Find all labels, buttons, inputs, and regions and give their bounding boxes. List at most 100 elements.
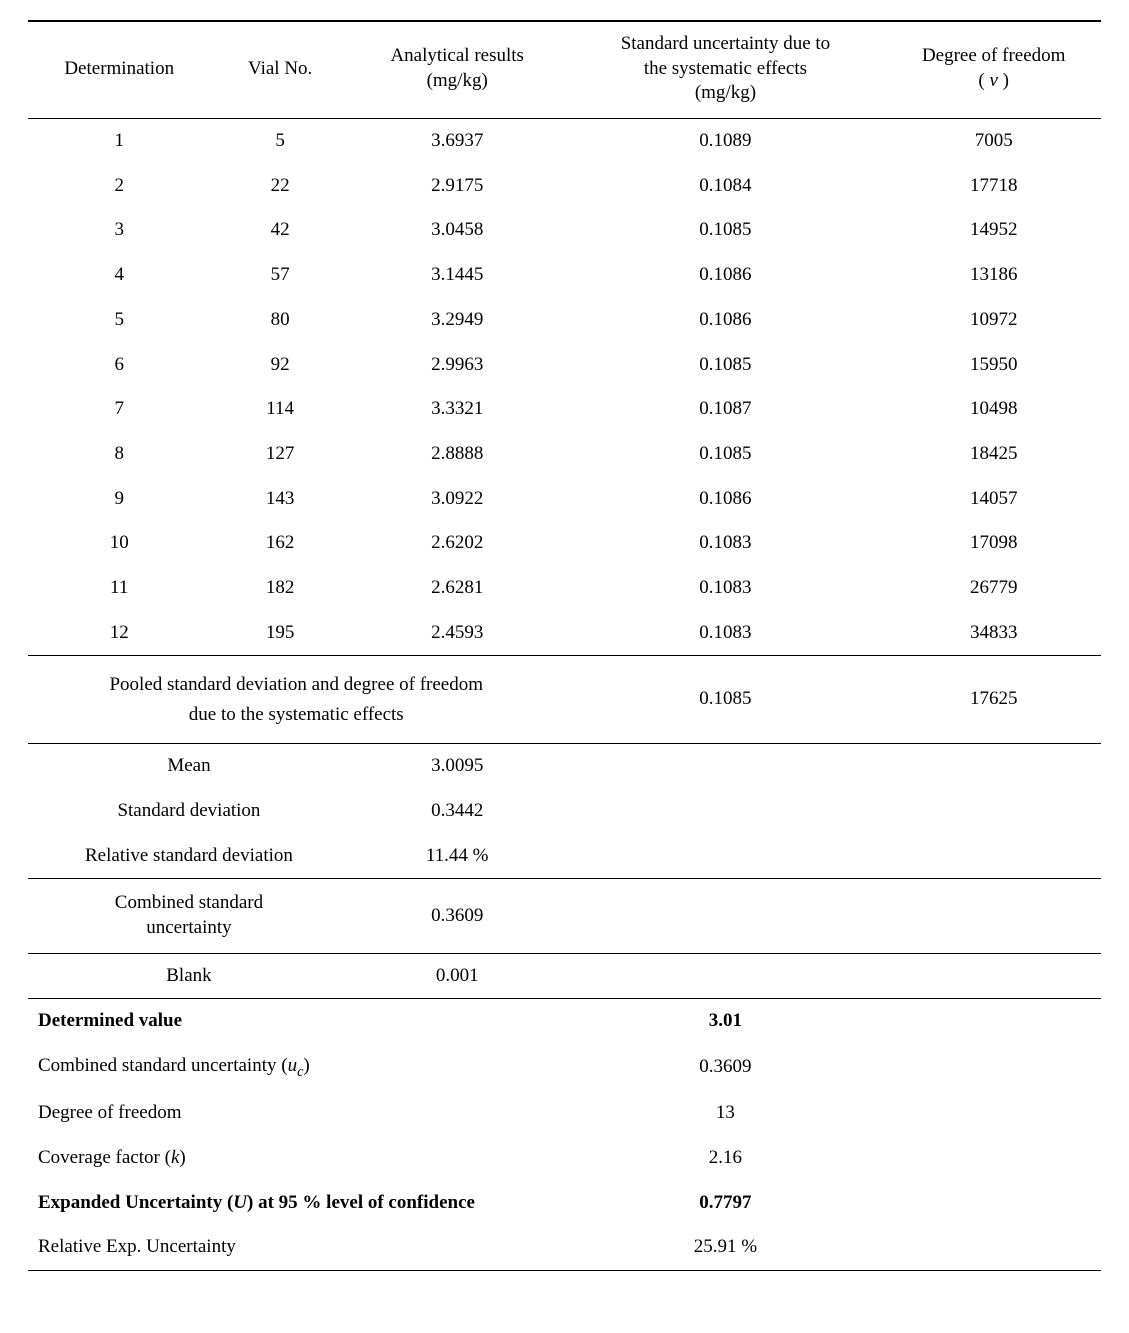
pooled-label-l1: Pooled standard deviation and degree of …: [109, 674, 483, 695]
cell-det: 4: [28, 253, 210, 298]
cell-result: 2.9963: [350, 343, 565, 388]
summary-dof-row: Degree of freedom 13: [28, 1091, 1101, 1136]
cell-unc: 0.1083: [564, 566, 886, 611]
pooled-row: Pooled standard deviation and degree of …: [28, 656, 1101, 744]
summary-eu-row: Expanded Uncertainty (U) at 95 % level o…: [28, 1181, 1101, 1226]
cell-vial: 195: [210, 611, 349, 656]
cell-det: 9: [28, 477, 210, 522]
pooled-unc: 0.1085: [564, 656, 886, 744]
cell-result: 3.6937: [350, 119, 565, 164]
determined-value-row: Determined value 3.01: [28, 999, 1101, 1044]
pooled-label-l2: due to the systematic effects: [189, 704, 404, 725]
cell-vial: 162: [210, 521, 349, 566]
cell-dof: 26779: [886, 566, 1101, 611]
blank-row: Blank 0.001: [28, 953, 1101, 999]
cell-det: 12: [28, 611, 210, 656]
col-std-unc-l1: Standard uncertainty due to: [621, 33, 830, 54]
summary-dof-label: Degree of freedom: [28, 1091, 564, 1136]
cell-result: 3.1445: [350, 253, 565, 298]
summary-dof-value: 13: [564, 1091, 886, 1136]
blank-label: Blank: [28, 953, 350, 999]
mean-label: Mean: [28, 744, 350, 789]
csu-label: Combined standard uncertainty: [28, 879, 350, 953]
csu-label-l2: uncertainty: [146, 917, 231, 938]
col-analytical-results: Analytical results (mg/kg): [350, 21, 565, 119]
cell-det: 6: [28, 343, 210, 388]
cell-vial: 22: [210, 164, 349, 209]
summary-csu-label: Combined standard uncertainty (uc): [28, 1044, 564, 1091]
table-header: Determination Vial No. Analytical result…: [28, 21, 1101, 119]
mean-row: Mean 3.0095: [28, 744, 1101, 789]
col-analytical-results-l2: (mg/kg): [427, 70, 488, 91]
cell-dof: 10972: [886, 298, 1101, 343]
cell-unc: 0.1085: [564, 432, 886, 477]
cell-unc: 0.1086: [564, 477, 886, 522]
cell-vial: 92: [210, 343, 349, 388]
sd-row: Standard deviation 0.3442: [28, 789, 1101, 834]
cell-unc: 0.1089: [564, 119, 886, 164]
blank-value: 0.001: [350, 953, 565, 999]
cell-result: 2.6281: [350, 566, 565, 611]
cell-dof: 34833: [886, 611, 1101, 656]
summary-reu-value: 25.91 %: [564, 1225, 886, 1270]
cell-vial: 143: [210, 477, 349, 522]
summary-k-label: Coverage factor (k): [28, 1136, 564, 1181]
cell-det: 7: [28, 387, 210, 432]
cell-result: 3.2949: [350, 298, 565, 343]
table-row: 81272.88880.108518425: [28, 432, 1101, 477]
table-row: 4573.14450.108613186: [28, 253, 1101, 298]
rsd-value: 11.44 %: [350, 834, 565, 879]
cell-det: 2: [28, 164, 210, 209]
col-dof-l1: Degree of freedom: [922, 45, 1065, 66]
col-dof: Degree of freedom ( ν ): [886, 21, 1101, 119]
table-row: 2222.91750.108417718: [28, 164, 1101, 209]
summary-csu-value: 0.3609: [564, 1044, 886, 1091]
cell-vial: 42: [210, 208, 349, 253]
table-row: 153.69370.10897005: [28, 119, 1101, 164]
cell-unc: 0.1086: [564, 253, 886, 298]
determined-value: 3.01: [564, 999, 886, 1044]
cell-unc: 0.1084: [564, 164, 886, 209]
cell-result: 2.9175: [350, 164, 565, 209]
cell-dof: 18425: [886, 432, 1101, 477]
cell-unc: 0.1083: [564, 521, 886, 566]
cell-vial: 5: [210, 119, 349, 164]
cell-dof: 10498: [886, 387, 1101, 432]
cell-vial: 182: [210, 566, 349, 611]
summary-eu-label: Expanded Uncertainty (U) at 95 % level o…: [28, 1181, 564, 1226]
col-determination: Determination: [28, 21, 210, 119]
cell-dof: 14952: [886, 208, 1101, 253]
col-std-unc: Standard uncertainty due to the systemat…: [564, 21, 886, 119]
cell-det: 8: [28, 432, 210, 477]
cell-unc: 0.1087: [564, 387, 886, 432]
sd-value: 0.3442: [350, 789, 565, 834]
cell-det: 5: [28, 298, 210, 343]
rsd-label: Relative standard deviation: [28, 834, 350, 879]
pooled-dof: 17625: [886, 656, 1101, 744]
summary-csu-row: Combined standard uncertainty (uc) 0.360…: [28, 1044, 1101, 1091]
cell-det: 11: [28, 566, 210, 611]
cell-unc: 0.1085: [564, 208, 886, 253]
determined-value-label: Determined value: [28, 999, 564, 1044]
table-row: 5803.29490.108610972: [28, 298, 1101, 343]
cell-dof: 13186: [886, 253, 1101, 298]
cell-result: 2.6202: [350, 521, 565, 566]
col-std-unc-l3: (mg/kg): [695, 82, 756, 103]
pooled-label: Pooled standard deviation and degree of …: [28, 656, 564, 744]
cell-vial: 114: [210, 387, 349, 432]
csu-row: Combined standard uncertainty 0.3609: [28, 879, 1101, 953]
col-analytical-results-l1: Analytical results: [390, 45, 524, 66]
cell-vial: 57: [210, 253, 349, 298]
cell-vial: 127: [210, 432, 349, 477]
rsd-row: Relative standard deviation 11.44 %: [28, 834, 1101, 879]
table-row: 121952.45930.108334833: [28, 611, 1101, 656]
cell-unc: 0.1086: [564, 298, 886, 343]
summary-reu-row: Relative Exp. Uncertainty 25.91 %: [28, 1225, 1101, 1270]
cell-result: 3.0458: [350, 208, 565, 253]
summary-k-value: 2.16: [564, 1136, 886, 1181]
cell-dof: 7005: [886, 119, 1101, 164]
cell-result: 3.0922: [350, 477, 565, 522]
cell-result: 2.8888: [350, 432, 565, 477]
cell-vial: 80: [210, 298, 349, 343]
cell-det: 1: [28, 119, 210, 164]
